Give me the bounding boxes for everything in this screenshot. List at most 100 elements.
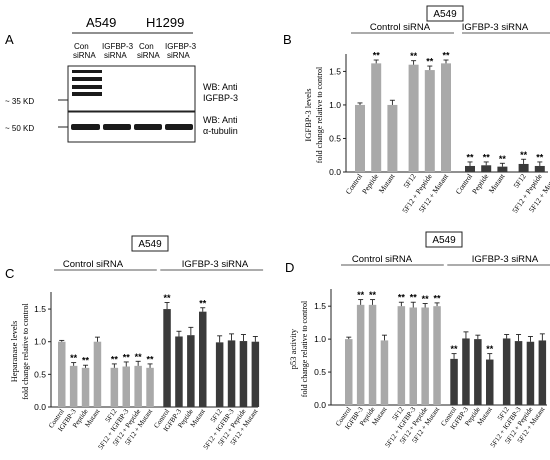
- y-tick-label: 0.0: [314, 400, 326, 410]
- significance-marker: **: [373, 51, 381, 61]
- bar: [146, 367, 154, 407]
- bar: [345, 339, 353, 405]
- significance-marker: **: [135, 352, 143, 362]
- y-tick-label: 1.5: [34, 304, 46, 314]
- chart-title: A549: [433, 9, 457, 20]
- significance-marker: **: [111, 354, 119, 364]
- y-axis-label: IGFBP-3 levels: [303, 88, 313, 141]
- significance-marker: **: [466, 152, 474, 162]
- bar: [421, 307, 429, 405]
- significance-marker: **: [164, 293, 172, 303]
- panel-d-letter: D: [285, 260, 294, 275]
- y-tick-label: 1.0: [34, 337, 46, 347]
- group-label-control: Control siRNA: [370, 22, 431, 33]
- significance-marker: **: [520, 150, 528, 160]
- y-tick-label: 1.5: [329, 66, 341, 76]
- bar: [175, 336, 183, 407]
- y-axis-label-sub: fold change relative to control: [315, 66, 324, 163]
- bar: [462, 338, 470, 405]
- bar: [481, 165, 492, 172]
- y-axis-label: Heparanase levels: [9, 321, 19, 383]
- bar: [81, 367, 90, 407]
- wb-bottom-label-1: WB: Anti: [203, 115, 238, 125]
- bar: [450, 358, 458, 405]
- wb-bottom-label-2: α-tubulin: [203, 126, 238, 136]
- lane-label-4b: siRNA: [167, 51, 190, 60]
- chart-title-box: [426, 5, 464, 22]
- bar: [526, 341, 535, 405]
- significance-marker: **: [499, 154, 507, 164]
- wb-top-label-1: WB: Anti: [203, 82, 238, 92]
- bar: [251, 341, 260, 407]
- group-label-knockdown: IGFBP-3 siRNA: [182, 259, 249, 270]
- y-tick-label: 1.0: [314, 334, 326, 344]
- panel-a: A A549 H1299 Con siRNA IGFBP-3 siRNA Con…: [5, 15, 238, 143]
- mw-marker-bottom: ~ 50 KD: [5, 124, 34, 133]
- lane-label-4a: IGFBP-3: [165, 42, 197, 51]
- blot-band: [72, 92, 102, 96]
- lane-label-2b: siRNA: [104, 51, 127, 60]
- blot-band: [165, 124, 193, 130]
- significance-marker: **: [483, 152, 491, 162]
- bar: [69, 365, 78, 407]
- lane-label-3a: Con: [139, 42, 154, 51]
- bar: [397, 306, 406, 405]
- significance-marker: **: [426, 57, 434, 67]
- bar: [134, 365, 142, 407]
- blot-band: [72, 70, 102, 73]
- significance-marker: **: [82, 356, 90, 366]
- significance-marker: **: [199, 298, 207, 308]
- significance-marker: **: [410, 293, 418, 303]
- significance-marker: **: [357, 290, 365, 300]
- significance-marker: **: [536, 152, 544, 162]
- lane-label-1a: Con: [74, 42, 89, 51]
- bar: [355, 104, 365, 172]
- bar: [368, 304, 377, 405]
- bar: [441, 63, 451, 173]
- significance-marker: **: [442, 51, 450, 61]
- panel-a-letter: A: [5, 32, 14, 47]
- lane-label-1b: siRNA: [73, 51, 96, 60]
- blot-band: [71, 124, 100, 130]
- bar: [497, 166, 508, 172]
- cell-line-a549-label: A549: [86, 15, 116, 30]
- bar: [356, 304, 365, 405]
- blot-band: [72, 85, 102, 89]
- bar: [371, 63, 382, 173]
- bar: [518, 163, 529, 172]
- bar: [110, 367, 119, 407]
- bar: [538, 340, 547, 405]
- significance-marker: **: [486, 344, 494, 354]
- bar: [58, 341, 66, 407]
- y-axis-label-sub: fold change relative to control: [300, 300, 309, 397]
- x-tick-label: Peptide: [470, 171, 491, 195]
- significance-marker: **: [123, 352, 131, 362]
- group-label-control: Control siRNA: [352, 254, 413, 265]
- y-tick-label: 0.5: [314, 367, 326, 377]
- bar: [215, 342, 224, 407]
- bar: [199, 311, 207, 407]
- y-tick-label: 1.0: [329, 100, 341, 110]
- panel-b-letter: B: [283, 32, 292, 47]
- bar: [502, 338, 511, 405]
- lane-label-2a: IGFBP-3: [102, 42, 134, 51]
- cell-line-h1299-label: H1299: [146, 15, 184, 30]
- bar: [474, 339, 482, 405]
- bar: [163, 309, 171, 407]
- bar: [239, 341, 248, 407]
- y-tick-label: 0.0: [329, 167, 341, 177]
- panel-c-letter: C: [5, 266, 14, 281]
- significance-marker: **: [398, 293, 406, 303]
- lane-label-3b: siRNA: [137, 51, 160, 60]
- bar: [227, 340, 236, 407]
- y-tick-label: 0.5: [34, 369, 46, 379]
- y-tick-label: 1.5: [314, 301, 326, 311]
- x-tick-label: Peptide: [360, 171, 381, 195]
- significance-marker: **: [422, 294, 430, 304]
- chart-title-box: [131, 235, 169, 252]
- y-tick-label: 0.0: [34, 402, 46, 412]
- bar: [387, 104, 398, 172]
- bar: [534, 165, 545, 172]
